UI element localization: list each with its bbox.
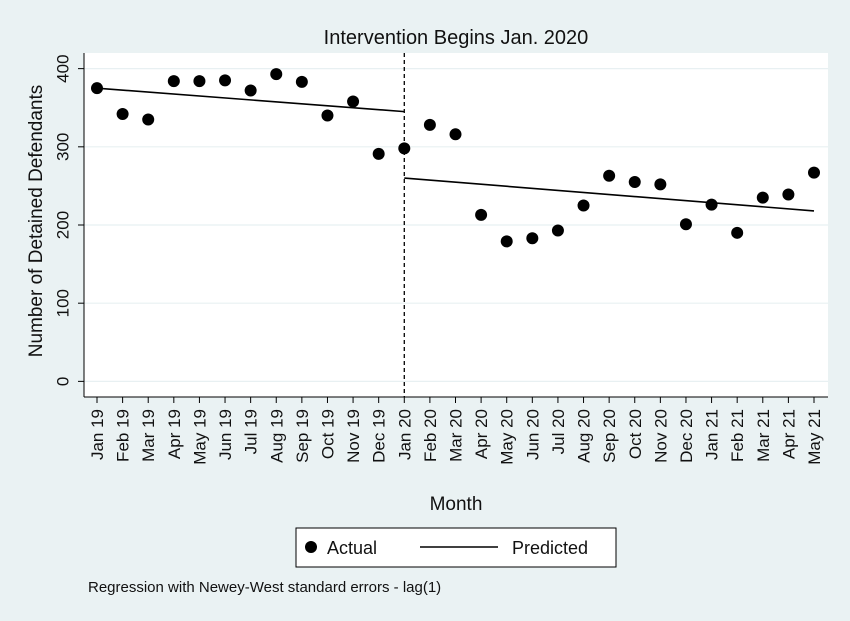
legend: Actual Predicted (295, 527, 617, 568)
x-tick-label: Aug 20 (575, 409, 594, 463)
data-point (705, 198, 718, 211)
x-tick-label: Jan 19 (88, 409, 107, 460)
data-point (219, 74, 232, 87)
x-tick-label: Mar 19 (139, 409, 158, 462)
data-point (398, 142, 411, 155)
x-tick-label: Oct 19 (318, 409, 337, 459)
legend-predicted-label: Predicted (512, 538, 588, 558)
x-tick-label: Nov 19 (344, 409, 363, 463)
data-point (91, 82, 103, 95)
x-tick-label: Mar 21 (754, 409, 773, 462)
y-tick-label: 400 (53, 54, 72, 82)
x-tick-label: Jun 20 (523, 409, 542, 460)
data-point (193, 75, 206, 88)
x-tick-label: Dec 20 (677, 409, 696, 463)
x-tick-label: Jan 20 (395, 409, 414, 460)
data-point (756, 191, 769, 204)
x-tick-label: Jan 21 (703, 409, 722, 460)
predicted-line-segment (96, 87, 405, 113)
x-tick-label: Apr 19 (165, 409, 184, 459)
x-tick-label: Feb 20 (421, 409, 440, 462)
data-point (551, 224, 564, 237)
data-point (116, 107, 129, 120)
data-point (167, 75, 180, 88)
x-tick-label: Feb 21 (728, 409, 747, 462)
data-point (142, 113, 155, 126)
y-tick-label: 100 (53, 289, 72, 317)
x-tick-label: Jul 19 (242, 409, 261, 454)
x-tick-label: Sep 20 (600, 409, 619, 463)
data-point (321, 109, 334, 122)
y-tick-label: 300 (53, 133, 72, 161)
x-tick-label: Sep 19 (293, 409, 312, 463)
data-point (423, 118, 436, 131)
data-point (808, 166, 820, 179)
x-tick-label: May 20 (498, 409, 517, 465)
data-point (295, 75, 308, 88)
data-point (679, 218, 692, 231)
data-point (372, 147, 385, 160)
x-tick-label: Apr 20 (472, 409, 491, 459)
data-point (782, 188, 795, 201)
data-point (500, 235, 513, 248)
legend-actual-marker (305, 541, 317, 553)
y-tick-label: 0 (53, 377, 72, 386)
data-point (449, 128, 462, 141)
data-point (577, 199, 590, 212)
gridlines (84, 68, 828, 382)
x-tick-label: Dec 19 (370, 409, 389, 463)
x-tick-label: Mar 20 (447, 409, 466, 462)
data-point (654, 178, 667, 191)
data-point (526, 232, 539, 245)
x-tick-label: May 19 (190, 409, 209, 465)
x-tick-label: Apr 21 (779, 409, 798, 459)
axes: 0 100 200 300 400 Jan 19 Feb 19 Mar 19 Apr 19 May… (53, 53, 828, 465)
x-tick-label: Oct 20 (626, 409, 645, 459)
x-tick-label: Feb 19 (114, 409, 133, 462)
x-tick-label: Jun 19 (216, 409, 235, 460)
x-axis-title: Month (430, 494, 483, 515)
x-tick-label: Nov 20 (651, 409, 670, 463)
x-tick-label: Aug 19 (267, 409, 286, 463)
data-point (603, 169, 616, 182)
data-marks (91, 53, 820, 397)
data-point (270, 68, 283, 81)
x-tick-label: May 21 (805, 409, 824, 465)
data-point (731, 226, 744, 239)
y-axis-title: Number of Detained Defendants (26, 85, 47, 358)
data-point (628, 176, 641, 188)
predicted-line-segment (404, 177, 815, 212)
chart-note: Regression with Newey-West standard erro… (88, 579, 441, 596)
chart-title: Intervention Begins Jan. 2020 (324, 27, 589, 49)
data-point (347, 95, 360, 108)
legend-actual-label: Actual (327, 538, 377, 558)
y-tick-label: 200 (53, 211, 72, 239)
data-point (475, 208, 488, 221)
data-point (244, 84, 257, 97)
x-tick-label: Jul 20 (549, 409, 568, 454)
